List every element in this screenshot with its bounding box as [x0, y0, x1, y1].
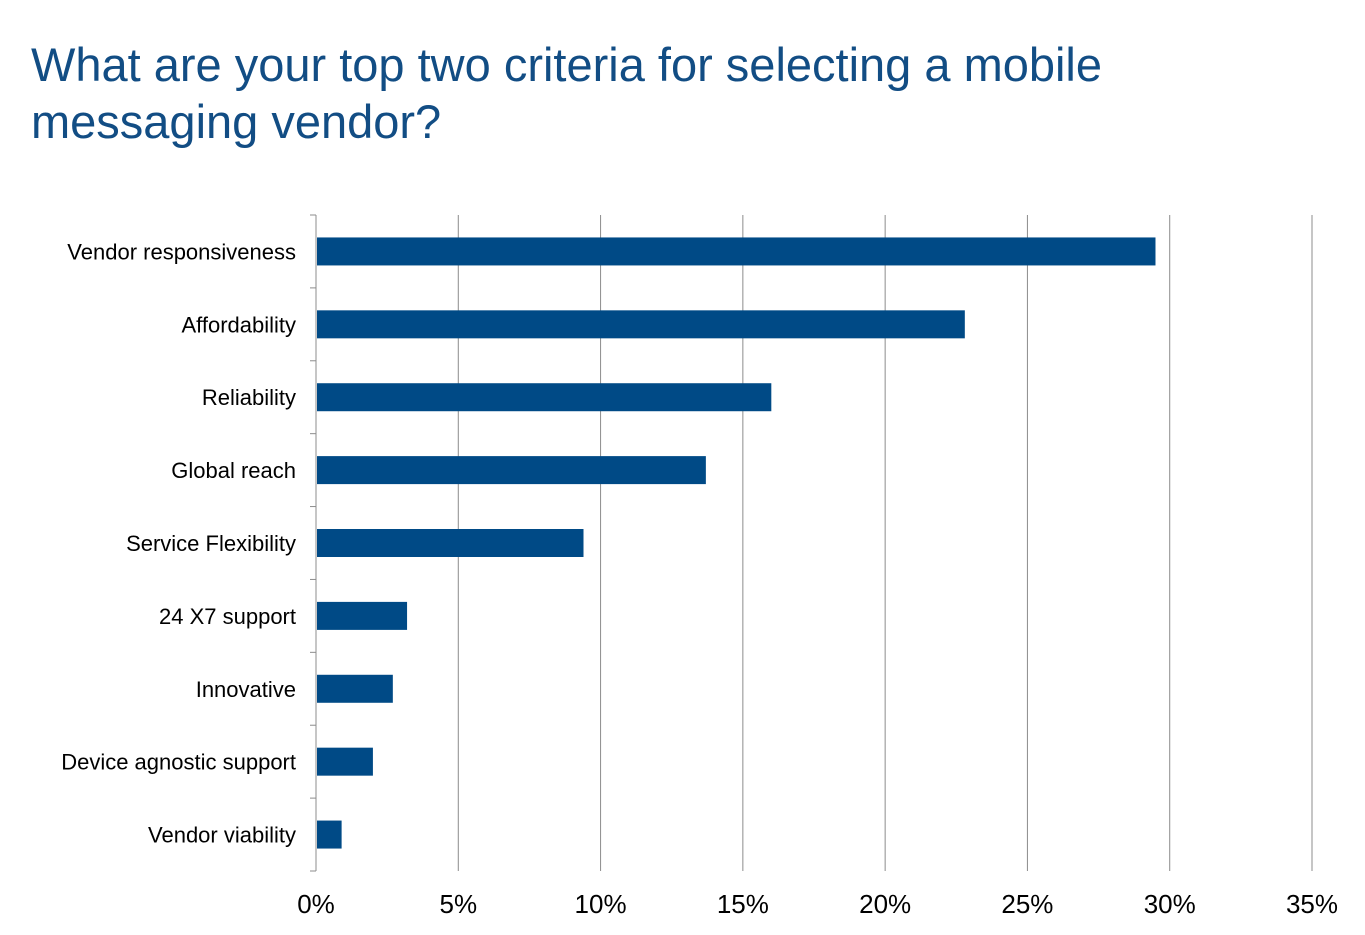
bar [317, 674, 393, 703]
category-label: Global reach [171, 458, 296, 483]
category-label: Service Flexibility [126, 531, 296, 556]
x-tick-label: 35% [1286, 889, 1338, 919]
bar [317, 529, 584, 557]
x-tick-label: 30% [1144, 889, 1196, 919]
bar [317, 237, 1156, 266]
category-label: 24 X7 support [159, 604, 296, 629]
bar [317, 820, 342, 849]
x-tick-label: 10% [575, 889, 627, 919]
category-label: Device agnostic support [61, 750, 296, 775]
bar [317, 310, 965, 339]
category-label: Vendor viability [148, 823, 296, 848]
category-label: Reliability [202, 385, 296, 410]
x-tick-label: 15% [717, 889, 769, 919]
bar [317, 456, 706, 485]
category-label: Vendor responsiveness [67, 239, 296, 264]
x-tick-label: 25% [1001, 889, 1053, 919]
bar [317, 747, 373, 776]
bars [317, 237, 1156, 849]
category-label: Affordability [181, 312, 296, 337]
x-tick-label: 5% [439, 889, 477, 919]
x-tick-labels: 0% 5% 10% 15% 20% 25% 30% 35% [297, 889, 1338, 919]
x-tick-label: 20% [859, 889, 911, 919]
category-labels: Vendor responsiveness Affordability Reliab… [61, 239, 296, 847]
bar [317, 601, 408, 630]
axes [310, 214, 317, 872]
bar [317, 383, 772, 412]
chart-title: What are your top two criteria for selec… [31, 38, 1103, 148]
category-label: Innovative [196, 677, 296, 702]
x-tick-label: 0% [297, 889, 335, 919]
